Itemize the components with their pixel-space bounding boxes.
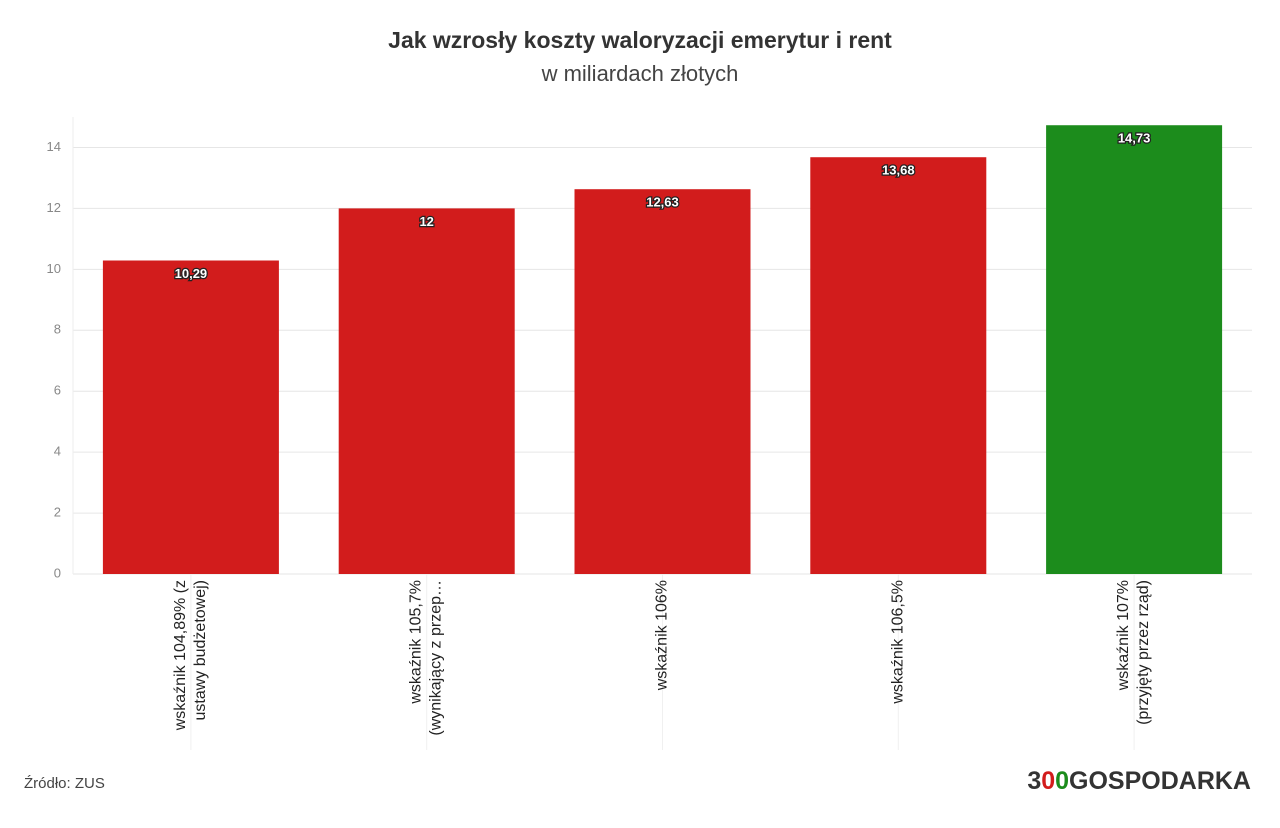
logo: 300GOSPODARKA: [1027, 767, 1251, 795]
value-label: 10,29: [175, 266, 208, 281]
y-tick-label: 8: [54, 322, 61, 337]
y-tick-label: 14: [47, 139, 61, 154]
y-tick-label: 12: [47, 200, 61, 215]
bar: [1046, 125, 1223, 574]
value-label: 12: [419, 214, 433, 229]
y-tick-label: 2: [54, 505, 61, 520]
x-tick-label: wskaźnik 107% (przyjęty przez rząd): [1115, 580, 1152, 725]
x-tick-label: wskaźnik 105,7% (wynikający z przep…: [408, 580, 445, 736]
value-label: 14,73: [1118, 131, 1151, 146]
x-tick-label: wskaźnik 106%: [654, 580, 671, 691]
x-tick-label: wskaźnik 106,5%: [890, 580, 907, 705]
y-tick-label: 4: [54, 444, 61, 459]
bar: [574, 189, 751, 574]
y-tick-label: 10: [47, 261, 61, 276]
value-label: 12,63: [646, 195, 679, 210]
bar: [338, 208, 515, 574]
bar: [810, 157, 987, 574]
bar: [102, 260, 279, 574]
x-tick-label: wskaźnik 104,89% (z ustawy budżetowej): [172, 580, 209, 731]
y-tick-label: 6: [54, 383, 61, 398]
value-label: 13,68: [882, 163, 915, 178]
y-tick-label: 0: [54, 565, 61, 580]
source: Źródło: ZUS: [24, 775, 105, 792]
chart-title: Jak wzrosły koszty waloryzacji emerytur …: [388, 27, 892, 53]
chart-subtitle: w miliardach złotych: [541, 61, 739, 86]
